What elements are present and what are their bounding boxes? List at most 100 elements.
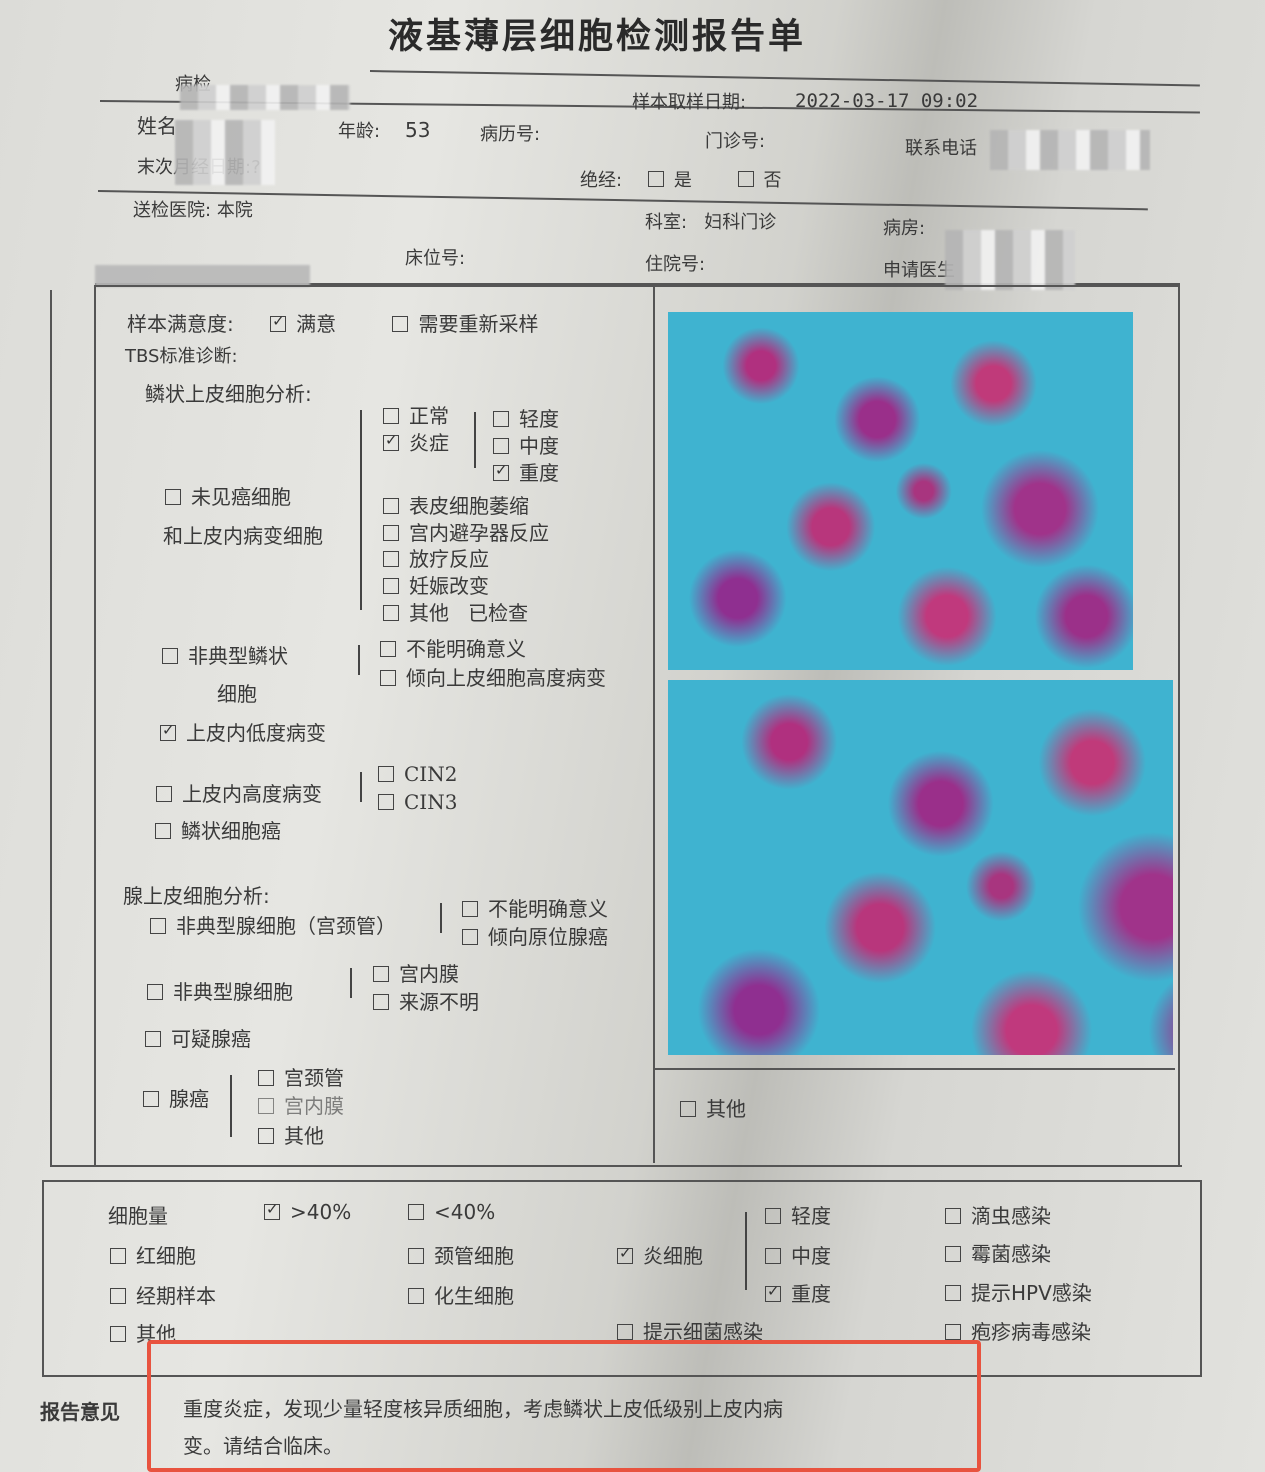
moderate-checkbox[interactable] bbox=[493, 438, 509, 454]
lsil-label: 上皮内低度病变 bbox=[186, 721, 326, 745]
adeno-endo-label: 宫内膜 bbox=[284, 1094, 344, 1118]
dept-value: 妇科门诊 bbox=[704, 212, 777, 233]
metaplastic-checkbox[interactable] bbox=[408, 1288, 424, 1304]
outer-frame bbox=[50, 290, 1182, 1167]
dept-label: 科室: bbox=[645, 212, 688, 233]
asc-checkbox[interactable] bbox=[162, 648, 178, 664]
divider bbox=[369, 70, 1200, 87]
menstrual-checkbox[interactable] bbox=[110, 1288, 126, 1304]
agc-neo-checkbox[interactable] bbox=[462, 929, 478, 945]
no-cancer-option: 未见癌细胞 bbox=[165, 481, 291, 510]
gt40-label: >40% bbox=[290, 1200, 352, 1224]
pregnancy-checkbox[interactable] bbox=[383, 578, 399, 594]
trichomonas-option: 滴虫感染 bbox=[945, 1200, 1051, 1229]
bracket bbox=[360, 772, 362, 802]
severe-option: 重度 bbox=[493, 457, 559, 486]
agc-checkbox[interactable] bbox=[147, 984, 163, 1000]
bracket bbox=[360, 410, 362, 610]
inflam-cells-checkbox[interactable] bbox=[617, 1244, 633, 1264]
scc-checkbox[interactable] bbox=[155, 823, 171, 839]
agc-cervical-checkbox[interactable] bbox=[150, 918, 166, 934]
endometrial-checkbox[interactable] bbox=[373, 966, 389, 982]
radiation-checkbox[interactable] bbox=[383, 551, 399, 567]
cells-severe-option: 重度 bbox=[765, 1278, 831, 1307]
gt40-checkbox[interactable] bbox=[264, 1200, 280, 1220]
cells-mild-checkbox[interactable] bbox=[765, 1208, 781, 1224]
hpv-option: 提示HPV感染 bbox=[945, 1277, 1092, 1306]
bacterial-checkbox[interactable] bbox=[617, 1324, 633, 1340]
iud-checkbox[interactable] bbox=[383, 525, 399, 541]
endocervical-label: 颈管细胞 bbox=[434, 1244, 514, 1268]
adeno-checkbox[interactable] bbox=[143, 1091, 159, 1107]
normal-checkbox[interactable] bbox=[383, 408, 399, 424]
menopause-yes-checkbox[interactable] bbox=[647, 171, 664, 187]
severe-label: 重度 bbox=[519, 461, 559, 485]
outpatient-no-label: 门诊号: bbox=[705, 131, 766, 152]
adeno-cervical-option: 宫颈管 bbox=[258, 1062, 344, 1091]
cells-severe-checkbox[interactable] bbox=[765, 1282, 781, 1302]
bracket bbox=[440, 903, 442, 933]
rbc-label: 红细胞 bbox=[136, 1244, 196, 1268]
other-checkbox[interactable] bbox=[383, 605, 399, 621]
trichomonas-checkbox[interactable] bbox=[945, 1208, 961, 1224]
name-label: 姓名 bbox=[137, 114, 177, 138]
lt40-checkbox[interactable] bbox=[408, 1204, 424, 1220]
cin3-label: CIN3 bbox=[404, 790, 458, 814]
opinion-line-2: 变。请结合临床。 bbox=[183, 1434, 343, 1458]
satisfied-checkbox[interactable] bbox=[270, 312, 287, 332]
fungal-checkbox[interactable] bbox=[945, 1246, 961, 1262]
cin3-checkbox[interactable] bbox=[378, 794, 394, 810]
herpes-checkbox[interactable] bbox=[945, 1324, 961, 1340]
unknown-checkbox[interactable] bbox=[373, 994, 389, 1010]
menstrual-label: 经期样本 bbox=[136, 1284, 216, 1308]
radiation-option: 放疗反应 bbox=[383, 543, 489, 572]
menopause-field: 绝经: 是 否 bbox=[580, 166, 782, 192]
menopause-yes-label: 是 bbox=[673, 170, 692, 191]
asch-checkbox[interactable] bbox=[380, 670, 396, 686]
cin2-label: CIN2 bbox=[404, 762, 458, 786]
cells-moderate-checkbox[interactable] bbox=[765, 1248, 781, 1264]
squamous-label: 鳞状上皮细胞分析: bbox=[145, 382, 312, 406]
ascus-checkbox[interactable] bbox=[380, 641, 396, 657]
inflammation-checkbox[interactable] bbox=[383, 431, 399, 451]
report-title: 液基薄层细胞检测报告单 bbox=[388, 16, 807, 57]
radiation-label: 放疗反应 bbox=[409, 547, 489, 571]
rbc-checkbox[interactable] bbox=[110, 1248, 126, 1264]
resample-checkbox[interactable] bbox=[392, 316, 409, 332]
agc-nos-label: 不能明确意义 bbox=[488, 897, 608, 921]
unknown-option: 来源不明 bbox=[373, 986, 479, 1015]
suspect-adeno-checkbox[interactable] bbox=[145, 1031, 161, 1047]
agc-nos-checkbox[interactable] bbox=[462, 901, 478, 917]
asc-label-2: 细胞 bbox=[217, 682, 257, 706]
cells-other-checkbox[interactable] bbox=[110, 1326, 126, 1342]
adeno-endo-checkbox[interactable] bbox=[258, 1098, 274, 1114]
divider bbox=[97, 190, 1148, 211]
atrophy-checkbox[interactable] bbox=[383, 498, 399, 514]
agc-cervical-option: 非典型腺细胞（宫颈管） bbox=[150, 910, 396, 939]
menopause-no-checkbox[interactable] bbox=[737, 171, 754, 187]
lsil-checkbox[interactable] bbox=[160, 721, 176, 741]
mild-option: 轻度 bbox=[493, 403, 559, 432]
hsil-checkbox[interactable] bbox=[156, 786, 172, 802]
hpv-checkbox[interactable] bbox=[945, 1285, 961, 1301]
cells-severe-label: 重度 bbox=[791, 1282, 831, 1306]
asch-option: 倾向上皮细胞高度病变 bbox=[380, 662, 606, 691]
severe-checkbox[interactable] bbox=[493, 461, 509, 481]
right-other-checkbox[interactable] bbox=[680, 1101, 696, 1117]
lt40-option: <40% bbox=[408, 1200, 495, 1224]
hsil-label: 上皮内高度病变 bbox=[182, 782, 322, 806]
cin2-option: CIN2 bbox=[378, 762, 457, 786]
cytology-image-2 bbox=[668, 680, 1173, 1055]
endocervical-checkbox[interactable] bbox=[408, 1248, 424, 1264]
bracket bbox=[474, 412, 476, 468]
adeno-other-checkbox[interactable] bbox=[258, 1128, 274, 1144]
cin2-checkbox[interactable] bbox=[378, 766, 394, 782]
mild-label: 轻度 bbox=[519, 407, 559, 431]
no-cancer-checkbox[interactable] bbox=[165, 489, 181, 505]
fungal-option: 霉菌感染 bbox=[945, 1238, 1051, 1267]
satisfaction-row: 样本满意度: 满意 需要重新采样 bbox=[127, 308, 538, 337]
mild-checkbox[interactable] bbox=[493, 411, 509, 427]
endometrial-label: 宫内膜 bbox=[399, 962, 459, 986]
ascus-label: 不能明确意义 bbox=[406, 637, 526, 661]
adeno-cervical-checkbox[interactable] bbox=[258, 1070, 274, 1086]
